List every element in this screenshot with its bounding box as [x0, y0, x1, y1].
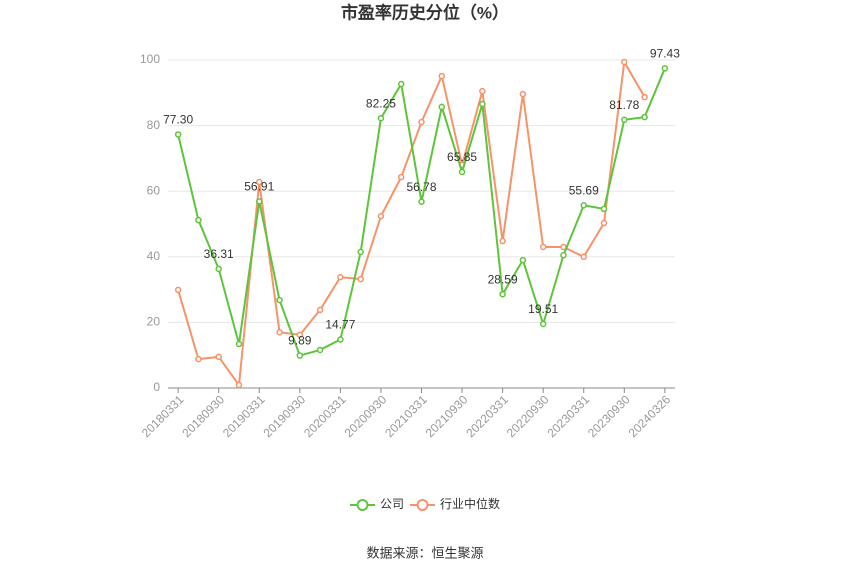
data-point: [256, 198, 263, 205]
data-point: [316, 306, 324, 314]
data-point: [337, 273, 344, 281]
data-point: [215, 353, 222, 361]
data-point: [560, 251, 567, 259]
data-point: [580, 202, 587, 209]
data-point: [479, 87, 486, 95]
data-point: [377, 114, 385, 122]
data-point: [235, 381, 243, 389]
x-tick-label: 20210930: [423, 392, 471, 440]
legend-item[interactable]: 公司: [350, 497, 404, 511]
series-line: [177, 68, 666, 357]
data-point: [357, 275, 364, 283]
data-label: 55.69: [569, 184, 599, 198]
data-point: [256, 178, 263, 186]
data-point: [438, 72, 446, 80]
data-point: [661, 65, 669, 72]
y-tick-label: 20: [147, 315, 161, 329]
data-label: 56.91: [244, 180, 274, 194]
chart-title: 市盈率历史分位（%）: [341, 2, 509, 22]
x-tick-label: 20190930: [261, 392, 309, 440]
data-point: [296, 352, 304, 359]
data-point: [458, 168, 466, 176]
data-label: 14.77: [325, 318, 355, 332]
data-point: [337, 336, 344, 343]
data-point: [195, 355, 202, 363]
x-tick-label: 20200930: [342, 392, 390, 440]
data-point: [174, 131, 182, 138]
x-tick-label: 20210331: [382, 392, 430, 440]
data-point: [580, 253, 587, 261]
data-label: 82.25: [366, 96, 396, 110]
y-tick-label: 0: [153, 380, 160, 394]
legend-marker: [416, 499, 429, 511]
data-point: [276, 328, 283, 336]
data-point: [397, 80, 405, 88]
x-tick-label: 20230331: [544, 392, 592, 440]
data-label: 56.78: [406, 180, 436, 194]
y-tick-label: 100: [140, 52, 160, 66]
data-point: [621, 116, 628, 124]
data-point: [539, 243, 547, 251]
data-label: 9.89: [288, 334, 312, 348]
y-tick-label: 60: [147, 183, 161, 197]
data-point: [174, 286, 182, 294]
data-point: [438, 103, 446, 111]
x-tick-label: 20200331: [301, 392, 349, 440]
data-point: [479, 100, 486, 108]
x-tick-label: 20190331: [220, 392, 268, 440]
data-label: 36.31: [204, 247, 234, 261]
data-point: [215, 265, 222, 273]
data-point: [195, 216, 202, 224]
data-label: 81.78: [609, 98, 639, 112]
data-point: [519, 90, 527, 98]
data-point: [418, 118, 425, 126]
data-point: [499, 290, 506, 298]
x-tick-label: 20240326: [626, 392, 674, 440]
data-point: [539, 320, 547, 328]
series-line: [177, 58, 646, 388]
y-tick-label: 40: [147, 249, 161, 263]
data-label: 19.51: [528, 302, 558, 316]
legend-label: 行业中位数: [440, 496, 500, 511]
data-point: [296, 331, 304, 339]
legend-item[interactable]: 行业中位数: [410, 496, 500, 511]
data-label: 97.43: [650, 47, 680, 61]
data-point: [397, 173, 405, 181]
data-label: 77.30: [163, 113, 193, 127]
data-label: 28.59: [488, 272, 518, 286]
data-point: [377, 212, 385, 220]
data-point: [499, 237, 506, 245]
x-tick-label: 20220331: [463, 392, 511, 440]
x-tick-label: 20180930: [179, 392, 227, 440]
data-point: [641, 113, 648, 121]
data-point: [600, 205, 608, 213]
data-point: [316, 346, 324, 354]
data-point: [519, 256, 527, 264]
data-point: [235, 340, 243, 348]
legend-marker: [356, 499, 369, 511]
data-point: [600, 219, 608, 227]
x-tick-label: 20180331: [139, 392, 187, 440]
data-point: [418, 198, 425, 206]
y-tick-label: 80: [147, 118, 161, 132]
data-point: [641, 93, 648, 101]
data-point: [621, 58, 628, 66]
data-point: [276, 296, 283, 304]
legend-label: 公司: [380, 497, 404, 511]
x-tick-label: 20230930: [585, 392, 633, 440]
source-note: 数据来源：恒生聚源: [366, 545, 483, 560]
data-point: [357, 248, 364, 256]
data-label: 65.85: [447, 150, 477, 164]
x-tick-label: 20220930: [504, 392, 552, 440]
